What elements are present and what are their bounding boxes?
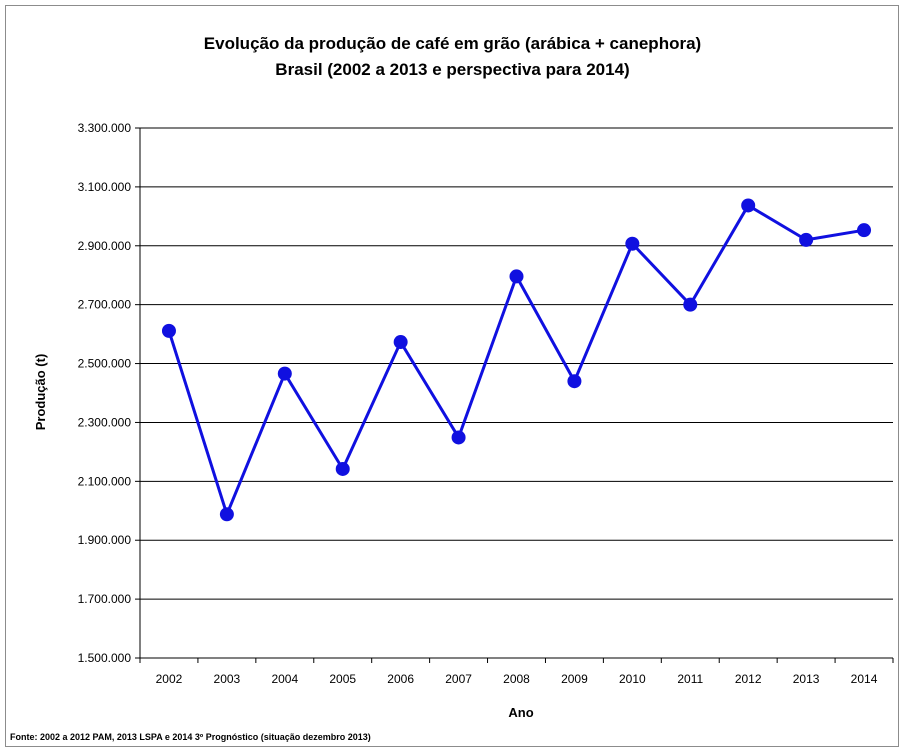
data-point <box>277 366 292 381</box>
chart-subtitle: Brasil (2002 a 2013 e perspectiva para 2… <box>275 60 630 79</box>
data-point <box>161 323 176 338</box>
x-tick-label: 2005 <box>329 672 356 686</box>
y-tick-label: 1.500.000 <box>78 651 132 665</box>
data-point <box>857 223 872 238</box>
x-tick-label: 2002 <box>156 672 183 686</box>
x-tick-label: 2007 <box>445 672 472 686</box>
y-tick-label: 2.700.000 <box>78 298 132 312</box>
data-point <box>741 198 756 213</box>
y-tick-label: 3.100.000 <box>78 180 132 194</box>
y-tick-label: 2.300.000 <box>78 415 132 429</box>
data-point <box>799 232 814 247</box>
data-series <box>161 198 872 522</box>
y-tick-label: 3.300.000 <box>78 121 132 135</box>
x-tick-label: 2011 <box>677 672 703 686</box>
y-tick-labels: 1.500.000 1.700.000 1.900.000 2.100.000 2.30… <box>78 121 132 665</box>
data-point <box>335 461 350 476</box>
x-tick-label: 2003 <box>214 672 241 686</box>
data-point <box>451 430 466 445</box>
x-tick-labels: 2002 2003 2004 2005 2006 2007 2008 2009 2010 2011… <box>156 672 878 686</box>
y-axis-title: Produção (t) <box>33 354 48 431</box>
x-tick-label: 2013 <box>793 672 820 686</box>
x-tick-label: 2006 <box>387 672 414 686</box>
y-tick-label: 2.500.000 <box>78 357 132 371</box>
x-tick-label: 2004 <box>271 672 298 686</box>
x-tick-label: 2009 <box>561 672 588 686</box>
data-point <box>393 335 408 350</box>
y-tick-label: 1.700.000 <box>78 592 132 606</box>
y-tick-label: 1.900.000 <box>78 533 132 547</box>
axes <box>135 127 894 663</box>
source-note: Fonte: 2002 a 2012 PAM, 2013 LSPA e 2014… <box>10 732 371 742</box>
y-tick-label: 2.100.000 <box>78 474 132 488</box>
data-point <box>509 269 524 284</box>
data-point <box>683 297 698 312</box>
data-point <box>625 236 640 251</box>
y-tick-label: 2.900.000 <box>78 239 132 253</box>
x-tick-label: 2014 <box>851 672 878 686</box>
data-point <box>567 374 582 389</box>
series-line <box>167 203 865 516</box>
chart-title: Evolução da produção de café em grão (ar… <box>203 34 702 53</box>
x-tick-label: 2012 <box>735 672 762 686</box>
x-tick-label: 2008 <box>503 672 530 686</box>
gridlines <box>140 127 893 600</box>
data-point <box>219 507 234 522</box>
x-axis-title: Ano <box>508 705 533 720</box>
chart-frame <box>5 5 899 747</box>
x-tick-label: 2010 <box>619 672 646 686</box>
